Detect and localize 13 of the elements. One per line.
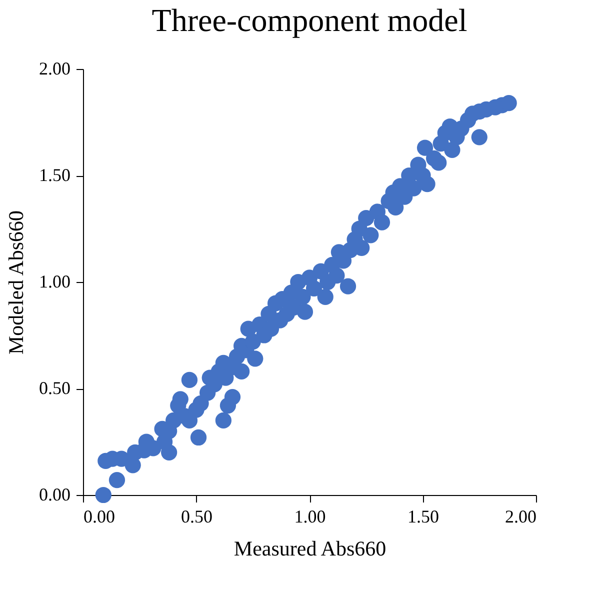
x-tick-label: 1.00 (294, 506, 326, 526)
y-tick-label: 0.50 (39, 378, 70, 398)
y-tick-label: 0.00 (39, 484, 70, 504)
x-tick-label: 1.50 (408, 506, 439, 526)
chart-title: Three-component model (152, 2, 468, 38)
x-axis-title: Measured Abs660 (234, 536, 386, 560)
y-tick-label: 2.00 (39, 58, 70, 78)
y-axis-title: Modeled Abs660 (4, 210, 28, 355)
x-tick-label: 2.00 (505, 506, 536, 526)
x-tick-label: 0.50 (181, 506, 212, 526)
y-tick-label: 1.50 (39, 165, 70, 185)
x-tick-label: 0.00 (84, 506, 115, 526)
y-tick-label: 1.00 (39, 272, 70, 292)
